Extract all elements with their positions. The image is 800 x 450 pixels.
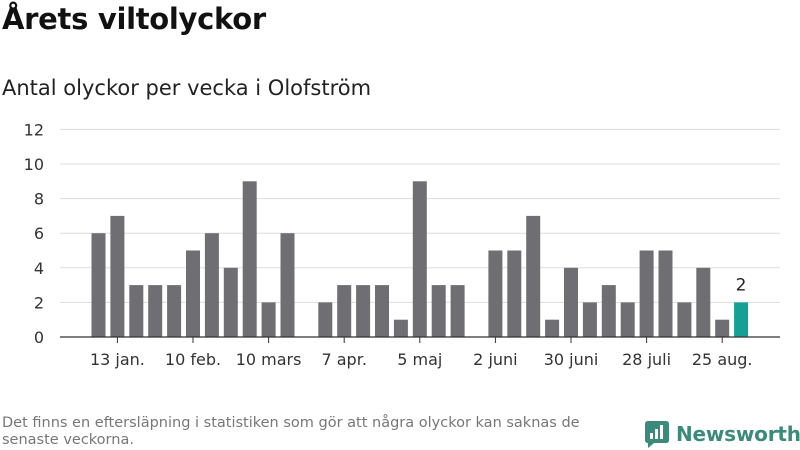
newsworthy-logo-icon [645,421,669,448]
brand-name: Newsworthy [676,422,800,446]
bar [507,250,522,337]
bar [620,302,635,337]
bar [582,302,597,337]
bar [564,267,578,337]
bar [734,302,749,337]
bar [91,233,106,337]
y-tick-label: 6 [34,224,44,243]
bar [696,267,711,337]
y-tick-label: 0 [34,328,44,347]
bar [204,233,219,337]
bar [393,319,408,337]
bar [450,285,465,337]
bar [110,215,125,337]
x-tick-label: 25 aug. [692,350,753,369]
bar [601,285,616,337]
bar [186,250,200,337]
y-tick-label: 12 [24,120,44,139]
bar [545,319,560,337]
y-tick-label: 10 [24,155,44,174]
y-axis-labels: 0 2 4 6 8 10 12 [24,120,44,347]
chart-title: Årets viltolyckor [2,2,266,36]
x-tick-label: 5 maj [397,350,442,369]
bar [318,302,333,337]
bar [412,181,427,337]
bar [356,285,371,337]
x-tick-label: 10 mars [236,350,302,369]
newsworthy-logo[interactable]: Newsworthy [644,418,800,450]
x-tick-label: 13 jan. [90,350,145,369]
bar [639,250,654,337]
bars [91,181,749,337]
bar [488,250,503,337]
chart-subtitle: Antal olyckor per vecka i Olofström [2,76,372,100]
data-labels: 2 [736,275,747,295]
bar-chart: 0 2 4 6 8 10 12 13 jan. 10 feb. 10 mars 7 apr. 5 m… [24,120,780,369]
bar [431,285,446,337]
x-tick-label: 10 feb. [165,350,221,369]
x-tick-label: 7 apr. [321,350,366,369]
bar [526,215,541,337]
bar [337,285,352,337]
bar [223,267,238,337]
bar [375,285,389,337]
y-tick-label: 4 [34,259,44,278]
bar [129,285,144,337]
x-tick-label: 28 juli [622,350,671,369]
y-tick-label: 2 [34,293,44,312]
x-tick-label: 30 juni [544,350,599,369]
footnote: Det finns en eftersläpning i statistiken… [2,415,580,448]
bar [261,302,276,337]
y-tick-label: 8 [34,190,44,209]
bar [242,181,257,337]
x-axis: 13 jan. 10 feb. 10 mars 7 apr. 5 maj 2 juni 30… [60,336,780,369]
bar [658,250,673,337]
data-label: 2 [736,275,747,295]
bar [677,302,692,337]
bar [148,285,163,337]
bar [280,233,295,337]
bar [715,319,730,337]
bar [167,285,182,337]
x-tick-label: 2 juni [473,350,517,369]
